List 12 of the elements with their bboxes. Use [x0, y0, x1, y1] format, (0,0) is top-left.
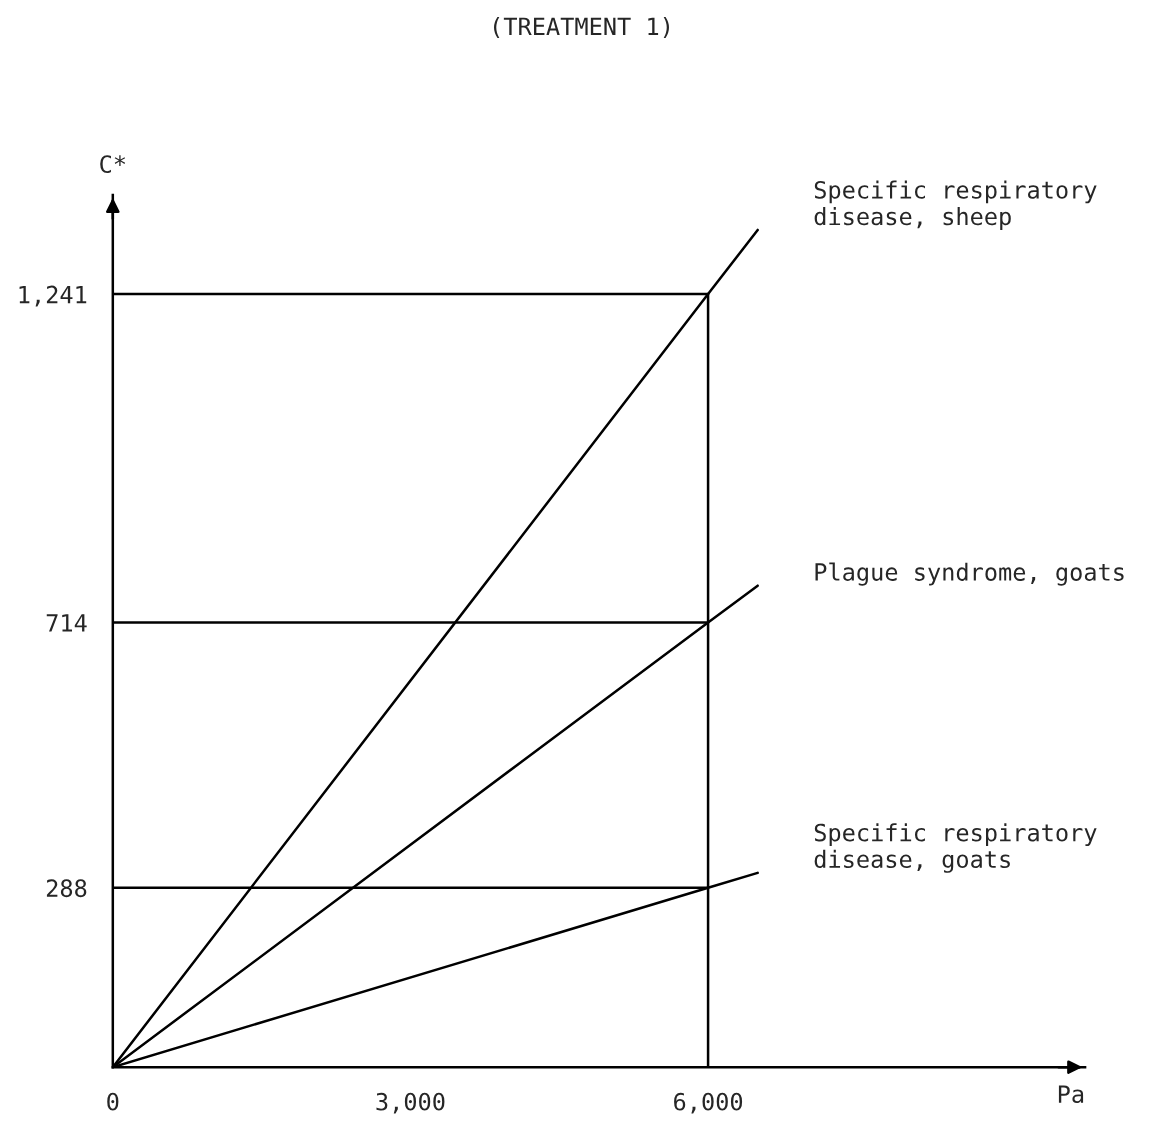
- text: Specific respiratory disease, goats: [814, 823, 1097, 873]
- x-tick-label: 0: [107, 1092, 119, 1111]
- y-tick-label: 288: [46, 879, 87, 898]
- x-tick-label: 6,000: [674, 1092, 743, 1114]
- x-tick-label: 3,000: [376, 1092, 445, 1114]
- x-axis-title: Pa: [1058, 1085, 1084, 1104]
- text: Specific respiratory disease, sheep: [814, 180, 1097, 230]
- text: Plague syndrome, goats: [815, 562, 1124, 586]
- y-tick-label: 714: [46, 614, 87, 632]
- y-tick-label: 1,241: [19, 285, 87, 307]
- y-axis-title: C*: [100, 155, 126, 174]
- chart-title: (TREATMENT 1): [494, 16, 669, 38]
